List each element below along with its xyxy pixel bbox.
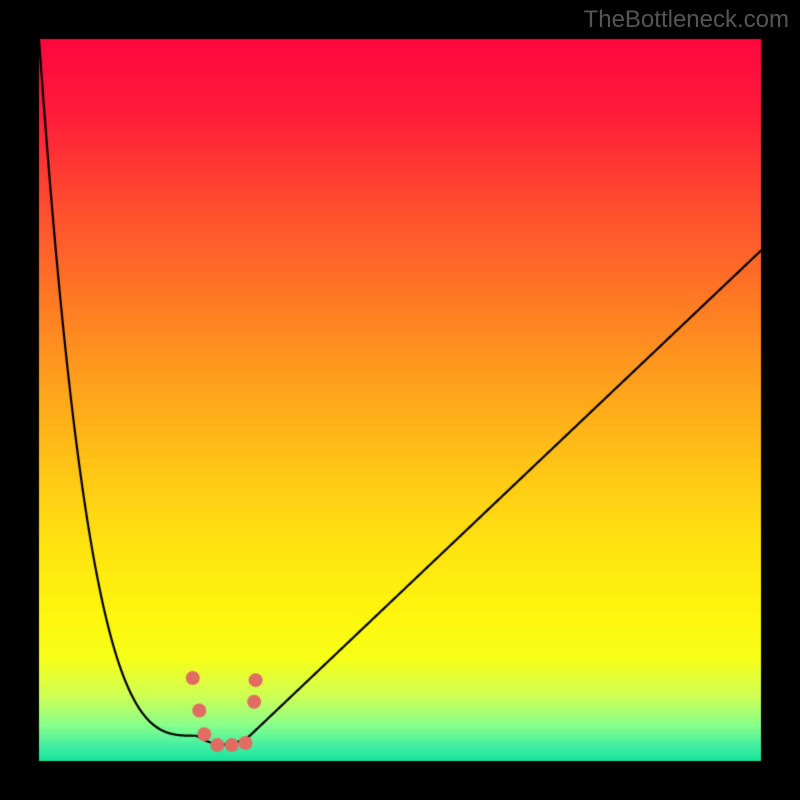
bottleneck-curve-chart: [0, 0, 800, 800]
watermark-text: TheBottleneck.com: [584, 6, 789, 34]
chart-stage: TheBottleneck.com: [0, 0, 800, 800]
